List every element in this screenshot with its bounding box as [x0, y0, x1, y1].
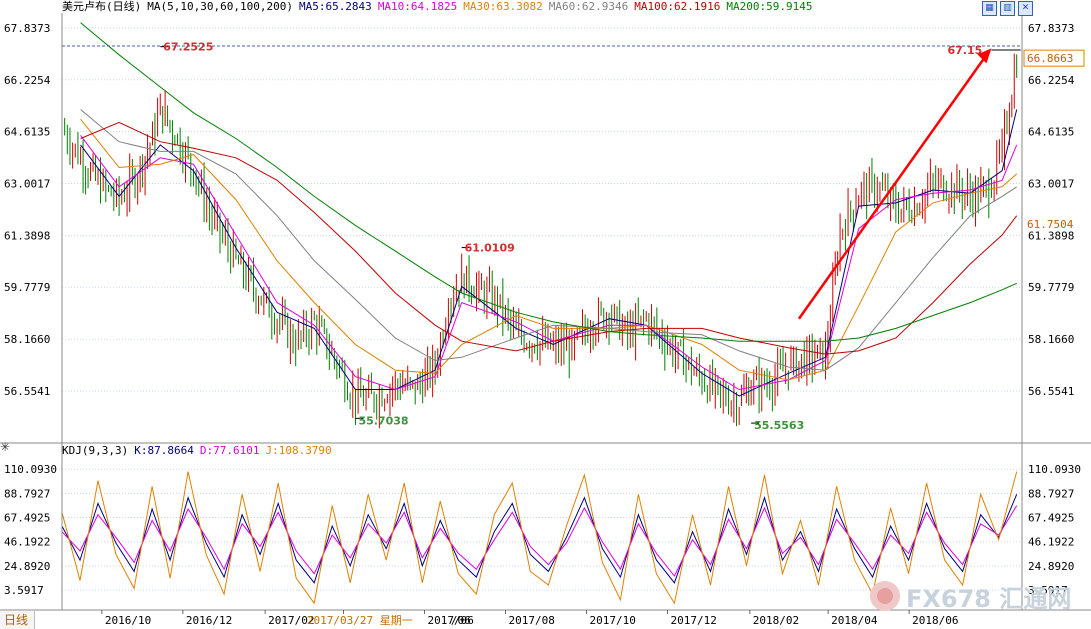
fx678-logo-icon — [870, 581, 900, 611]
x-tick-label: 2017/08 — [508, 614, 554, 627]
x-tick-label: 2017/02 — [268, 614, 314, 627]
series-ma5-line — [80, 109, 1018, 397]
kdj-y-tick-right: 24.8920 — [1028, 560, 1074, 573]
series-ma100-line — [80, 121, 1018, 355]
kdj-y-tick-left: 110.0930 — [4, 463, 57, 476]
ma100-price-label: 61.7504 — [1027, 218, 1074, 231]
watermark-text: FX678 汇通网 — [906, 584, 1072, 613]
main-y-tick-right: 56.5541 — [1028, 385, 1074, 398]
x-tick-label: 2016/12 — [186, 614, 232, 627]
cursor-date-label: 2017/03/27 星期一 — [307, 614, 413, 627]
x-tick-label: 2018/04 — [831, 614, 878, 627]
main-y-tick-right: 66.2254 — [1028, 74, 1075, 87]
kdj-y-tick-right: 3.5917 — [1028, 584, 1068, 597]
kdj-y-tick-right: 46.1922 — [1028, 536, 1074, 549]
x-tick-label: 2017/10 — [589, 614, 635, 627]
trend-arrow-shaft — [797, 55, 987, 320]
ma30-value: MA30:63.3082 — [463, 0, 543, 13]
main-chart-header: 美元卢布(日线) MA(5,10,30,60,100,200) MA5:65.284… — [62, 0, 818, 13]
watermark: FX678 汇通网 — [870, 578, 1075, 614]
main-y-tick-left: 64.6135 — [4, 126, 50, 139]
annotation-label: 67.2525 — [163, 41, 213, 54]
current-price-label: 66.8663 — [1027, 52, 1073, 65]
kdj-y-tick-left: 24.8920 — [4, 560, 50, 573]
axis-layer: 67.8373 67.8373 66.2254 66.2254 64.6135 64.61… — [0, 13, 1091, 627]
kdj-y-tick-right: 110.0930 — [1028, 463, 1081, 476]
annotation-layer: 66.8663 61.7504 67.2525 55.7038 61.0109 55.55… — [62, 41, 1085, 432]
ma-params: MA(5,10,30,60,100,200) — [147, 0, 293, 13]
x-tick-label: /06 — [451, 614, 471, 627]
kdj-y-tick-right: 88.7927 — [1028, 487, 1074, 500]
ma-layer — [80, 22, 1018, 397]
x-tick-label: 2017/12 — [670, 614, 716, 627]
ma5-value: MA5:65.2843 — [298, 0, 372, 13]
series-ma200-line — [80, 22, 1017, 342]
main-y-tick-right: 61.3898 — [1028, 229, 1074, 242]
kdj-k-value: K:87.8664 — [134, 444, 194, 457]
x-tick-label: 2018/02 — [753, 614, 799, 627]
kdj-header: KDJ(9,3,3) K:87.8664 D:77.6101 J:108.3790 — [62, 444, 338, 458]
ma200-value: MA200:59.9145 — [726, 0, 813, 13]
kdj-y-tick-left: 67.4925 — [4, 512, 50, 525]
trend-arrow-head — [977, 48, 992, 64]
period-button[interactable]: 日线 — [0, 611, 36, 629]
main-y-tick-right: 63.0017 — [1028, 178, 1074, 191]
x-tick-label: 2018/06 — [912, 614, 958, 627]
annotation-label: 55.5563 — [754, 419, 804, 432]
kdj-d-value: D:77.6101 — [199, 444, 260, 457]
main-y-tick-left: 66.2254 — [4, 74, 51, 87]
ma10-value: MA10:64.1825 — [377, 0, 458, 13]
kdj-y-tick-left: 88.7927 — [4, 487, 50, 500]
series-kdj-k-line — [61, 494, 1018, 584]
series-kdj-j-line — [61, 471, 1018, 605]
kdj-params: KDJ(9,3,3) — [62, 444, 129, 457]
chart-toolbar: ▦ ▥ ✕ — [982, 1, 1033, 16]
kdj-j-value: J:108.3790 — [265, 444, 332, 457]
kdj-y-tick-left: 3.5917 — [4, 584, 44, 597]
symbol-title: 美元卢布(日线) — [62, 0, 142, 13]
x-tick-label: 2016/10 — [105, 614, 151, 627]
annotation-label: 67.15 — [947, 44, 982, 57]
main-y-tick-right: 67.8373 — [1028, 22, 1074, 35]
main-y-tick-left: 59.7779 — [4, 281, 50, 294]
main-y-tick-left: 56.5541 — [4, 385, 50, 398]
x-tick-label: 2017/06 — [427, 614, 473, 627]
main-y-tick-left: 67.8373 — [4, 22, 50, 35]
kdj-y-tick-right: 67.4925 — [1028, 512, 1074, 525]
ma100-value: MA100:62.1916 — [634, 0, 721, 13]
main-y-tick-right: 59.7779 — [1028, 281, 1074, 294]
crosshair-icon[interactable]: ✳ — [0, 440, 11, 454]
annotation-label: 61.0109 — [465, 242, 515, 255]
kdj-y-tick-left: 46.1922 — [4, 536, 50, 549]
main-y-tick-right: 64.6135 — [1028, 126, 1074, 139]
chart-type-icon[interactable]: ▥ — [1000, 1, 1015, 16]
main-y-tick-left: 61.3898 — [4, 229, 50, 242]
series-ma60-line — [80, 109, 1017, 371]
grid-icon[interactable]: ▦ — [982, 1, 997, 16]
ma60-value: MA60:62.9346 — [548, 0, 629, 13]
main-y-tick-left: 58.1660 — [4, 333, 50, 346]
close-icon[interactable]: ✕ — [1018, 1, 1033, 16]
series-kdj-d-line — [61, 505, 1018, 577]
current-price-box — [1023, 49, 1085, 67]
kdj-layer — [61, 471, 1018, 605]
annotation-label: 55.7038 — [358, 414, 408, 427]
series-ma30-line — [80, 118, 1018, 381]
main-y-tick-right: 58.1660 — [1028, 333, 1074, 346]
main-y-tick-left: 63.0017 — [4, 178, 50, 191]
